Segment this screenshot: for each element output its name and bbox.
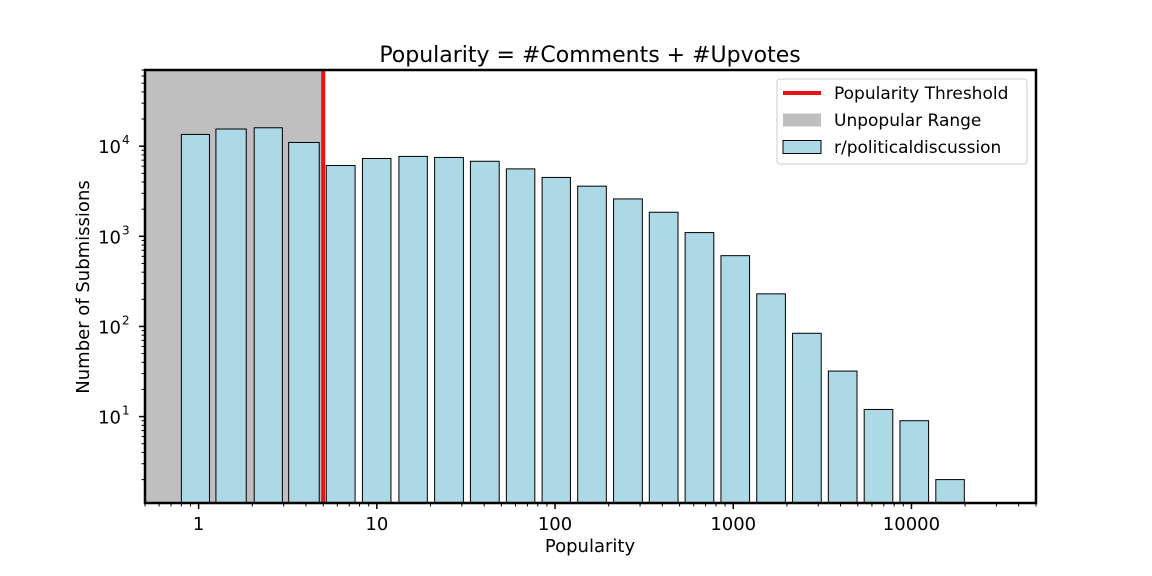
bar-16 xyxy=(720,255,751,504)
y-tick-label: 10 xyxy=(98,137,121,158)
legend-swatch-unpopular-range xyxy=(783,113,821,127)
y-axis-label: Number of Submissions xyxy=(73,180,94,393)
bar-21 xyxy=(899,420,930,504)
bar-7 xyxy=(398,155,428,504)
x-tick-label: 100 xyxy=(538,514,572,535)
plot-frame xyxy=(143,68,1038,505)
bar-22 xyxy=(935,479,965,504)
bar-4 xyxy=(288,141,320,504)
bar-8 xyxy=(434,156,464,504)
bar-12 xyxy=(577,185,607,504)
bar-19 xyxy=(827,370,858,504)
legend-label: Popularity Threshold xyxy=(834,84,1008,104)
legend-label: Unpopular Range xyxy=(834,111,981,131)
y-tick-label: 10 xyxy=(98,317,121,338)
bar-1 xyxy=(180,133,210,504)
x-tick-label: 10 xyxy=(365,514,388,535)
legend-label: r/politicaldiscussion xyxy=(834,138,1001,158)
bar-2 xyxy=(215,128,247,504)
bar-14 xyxy=(648,211,679,504)
bar-9 xyxy=(469,160,500,504)
bar-11 xyxy=(541,176,571,504)
x-tick-label: 10000 xyxy=(883,514,940,535)
y-tick-label: 10 xyxy=(98,227,121,248)
y-tick-exponent: 3 xyxy=(122,223,130,237)
bar-18 xyxy=(792,332,822,504)
bar-3 xyxy=(253,127,283,504)
bar-10 xyxy=(505,168,536,504)
y-tick-exponent: 2 xyxy=(122,313,130,327)
x-axis-label: Popularity xyxy=(545,536,636,557)
y-tick-label: 10 xyxy=(98,408,121,429)
bar-13 xyxy=(613,198,643,504)
legend: Popularity Threshold Unpopular Range r/pol… xyxy=(776,78,1028,165)
bar-15 xyxy=(684,232,715,504)
bar-20 xyxy=(863,408,894,504)
bar-6 xyxy=(361,157,392,504)
legend-swatch-series xyxy=(782,140,822,154)
bar-17 xyxy=(756,293,786,504)
x-tick-label: 1 xyxy=(193,514,204,535)
legend-box xyxy=(776,78,1028,165)
bar-5 xyxy=(325,165,356,504)
x-tick-label: 1000 xyxy=(710,514,756,535)
y-tick-exponent: 1 xyxy=(122,404,130,418)
y-tick-exponent: 4 xyxy=(122,133,130,147)
chart-title: Popularity = #Comments + #Upvotes xyxy=(379,43,800,68)
